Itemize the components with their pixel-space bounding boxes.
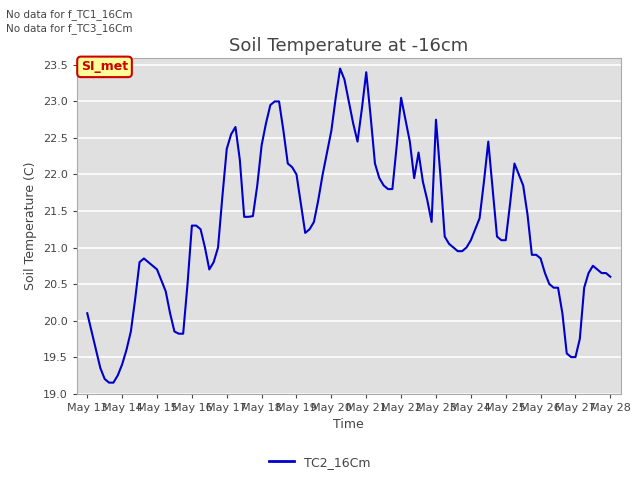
- X-axis label: Time: Time: [333, 418, 364, 431]
- Text: No data for f_TC3_16Cm: No data for f_TC3_16Cm: [6, 23, 133, 34]
- Legend: TC2_16Cm: TC2_16Cm: [264, 451, 376, 474]
- Y-axis label: Soil Temperature (C): Soil Temperature (C): [24, 161, 37, 290]
- Title: Soil Temperature at -16cm: Soil Temperature at -16cm: [229, 36, 468, 55]
- Text: SI_met: SI_met: [81, 60, 128, 73]
- Text: No data for f_TC1_16Cm: No data for f_TC1_16Cm: [6, 9, 133, 20]
